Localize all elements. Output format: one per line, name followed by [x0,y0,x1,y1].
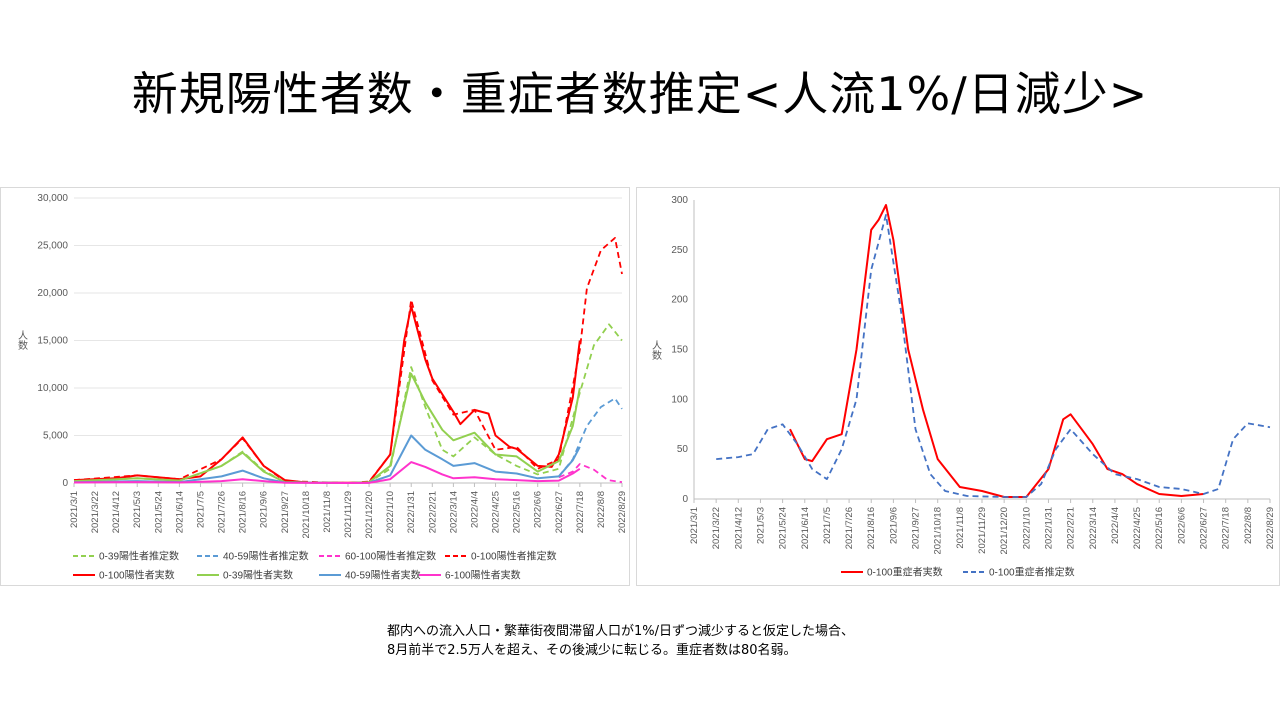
x-tick-label: 2022/4/25 [491,491,502,533]
series-line-3 [73,237,623,484]
x-tick-label: 2021/10/18 [301,491,312,539]
y-tick-label: 10,000 [37,383,68,394]
x-tick-label: 2022/3/14 [1088,507,1099,549]
series-line-1 [558,397,623,477]
x-tick-label: 2022/5/16 [512,491,523,533]
x-tick-label: 2022/1/31 [406,491,417,533]
legend-label: 0-39陽性者推定数 [99,550,179,563]
series-line-1 [716,213,1271,498]
x-tick-label: 2022/1/10 [1021,507,1032,549]
y-tick-label: 15,000 [37,336,68,347]
positive-cases-chart-svg: 0 5,000 10,000 15,000 20,000 25,000 30,000 2021… [16,193,629,582]
x-tick-label: 2021/9/6 [259,491,270,528]
x-tick-label: 2021/7/26 [844,507,855,549]
x-tick-label: 2021/4/12 [111,491,122,533]
x-tick-label: 2022/7/18 [575,491,586,533]
x-tick-label: 2022/4/4 [469,491,480,528]
legend-label: 0-100重症者実数 [867,566,943,579]
x-tick-label: 2021/6/14 [800,507,811,549]
x-tick-label: 2021/5/3 [755,507,766,544]
y-axis-label: 人数 [650,340,662,361]
x-tick-label: 2021/3/1 [69,491,80,528]
y-tick-label: 20,000 [37,288,68,299]
y-tick-label: 250 [671,245,688,256]
y-tick-label: 0 [62,478,68,489]
x-tick-label: 2022/8/29 [1265,507,1276,549]
caption: 都内への流入人口・繁華街夜間滞留人口が1%/日ずつ減少すると仮定した場合、 8月… [387,622,854,660]
y-tick-label: 0 [682,494,688,505]
legend-label: 6-100陽性者実数 [445,569,521,582]
x-tick-label: 2022/3/14 [448,491,459,533]
x-tick-label: 2022/8/8 [1243,507,1254,544]
x-tick-label: 2022/5/16 [1154,507,1165,549]
x-tick-label: 2021/7/5 [195,491,206,528]
x-tick-label: 2021/9/6 [888,507,899,544]
series-line-4 [73,305,581,484]
x-tick-label: 2022/6/27 [554,491,565,533]
x-tick-label: 2021/5/3 [132,491,143,528]
x-tick-label: 2022/4/25 [1132,507,1143,549]
slide-title: 新規陽性者数・重症者数推定<人流1%/日減少> [131,67,1149,121]
x-tick-label: 2021/5/24 [778,507,789,549]
severe-cases-chart: 0 50 100 150 200 250 300 2021/3/1 2021/3/22 2021/… [636,187,1280,586]
x-tick-label: 2022/2/21 [1066,507,1077,549]
y-tick-label: 100 [671,394,688,405]
x-tick-label: 2022/7/18 [1221,507,1232,549]
x-tick-label: 2021/12/20 [999,507,1010,555]
legend-label: 0-100陽性者実数 [99,569,175,582]
y-tick-label: 300 [671,195,688,206]
caption-line-2: 8月前半で2.5万人を超え、その後減少に転じる。重症者数は80名弱。 [387,643,797,658]
x-tick-label: 2021/11/8 [322,491,333,533]
legend-label: 0-100重症者推定数 [989,566,1075,579]
x-tick-label: 2022/8/8 [596,491,607,528]
positive-cases-chart: 0 5,000 10,000 15,000 20,000 25,000 30,000 2021… [0,187,630,586]
y-tick-label: 5,000 [43,431,68,442]
x-tick-label: 2021/8/16 [866,507,877,549]
x-tick-label: 2022/6/6 [1176,507,1187,544]
y-tick-label: 25,000 [37,241,68,252]
legend-label: 0-100陽性者推定数 [471,550,557,563]
x-tick-label: 2021/3/1 [689,507,700,544]
x-tick-label: 2021/6/14 [174,491,185,533]
x-tick-label: 2021/8/16 [238,491,249,533]
caption-line-1: 都内への流入人口・繁華街夜間滞留人口が1%/日ずつ減少すると仮定した場合、 [387,624,855,639]
x-tick-label: 2022/6/27 [1199,507,1210,549]
series-line-2 [558,463,623,483]
y-tick-label: 50 [677,444,689,455]
x-tick-label: 2021/10/18 [933,507,944,555]
legend-label: 0-39陽性者実数 [223,569,293,582]
x-tick-label: 2022/4/4 [1110,507,1121,544]
x-tick-label: 2021/3/22 [90,491,101,533]
x-tick-label: 2021/4/12 [733,507,744,549]
x-tick-label: 2021/3/22 [711,507,722,549]
series-line-6 [73,434,581,484]
x-tick-label: 2022/2/21 [427,491,438,533]
series-line-0 [73,323,623,484]
x-tick-label: 2021/7/5 [822,507,833,544]
series-line-5 [73,372,581,484]
x-tick-label: 2021/5/24 [153,491,164,533]
x-tick-label: 2021/11/29 [343,491,354,538]
x-tick-label: 2022/6/6 [533,491,544,528]
legend-label: 40-59陽性者実数 [345,569,421,582]
x-tick-label: 2021/9/27 [911,507,922,549]
y-tick-label: 200 [671,295,688,306]
x-tick-label: 2021/9/27 [280,491,291,533]
y-tick-label: 150 [671,345,688,356]
severe-cases-chart-svg: 0 50 100 150 200 250 300 2021/3/1 2021/3/22 2021/… [650,195,1277,579]
y-axis-label: 人数 [16,330,28,351]
series-line-0 [789,204,1204,498]
series-line-7 [73,461,581,484]
y-tick-label: 30,000 [37,193,68,204]
x-tick-label: 2021/7/26 [217,491,228,533]
legend-label: 60-100陽性者推定数 [345,550,436,563]
x-tick-label: 2022/8/29 [617,491,628,533]
x-tick-label: 2022/1/31 [1043,507,1054,549]
legend-label: 40-59陽性者推定数 [223,550,309,563]
x-tick-label: 2022/1/10 [385,491,396,533]
x-tick-label: 2021/11/29 [977,507,988,554]
x-tick-label: 2021/12/20 [364,491,375,539]
x-tick-label: 2021/11/8 [955,507,966,549]
